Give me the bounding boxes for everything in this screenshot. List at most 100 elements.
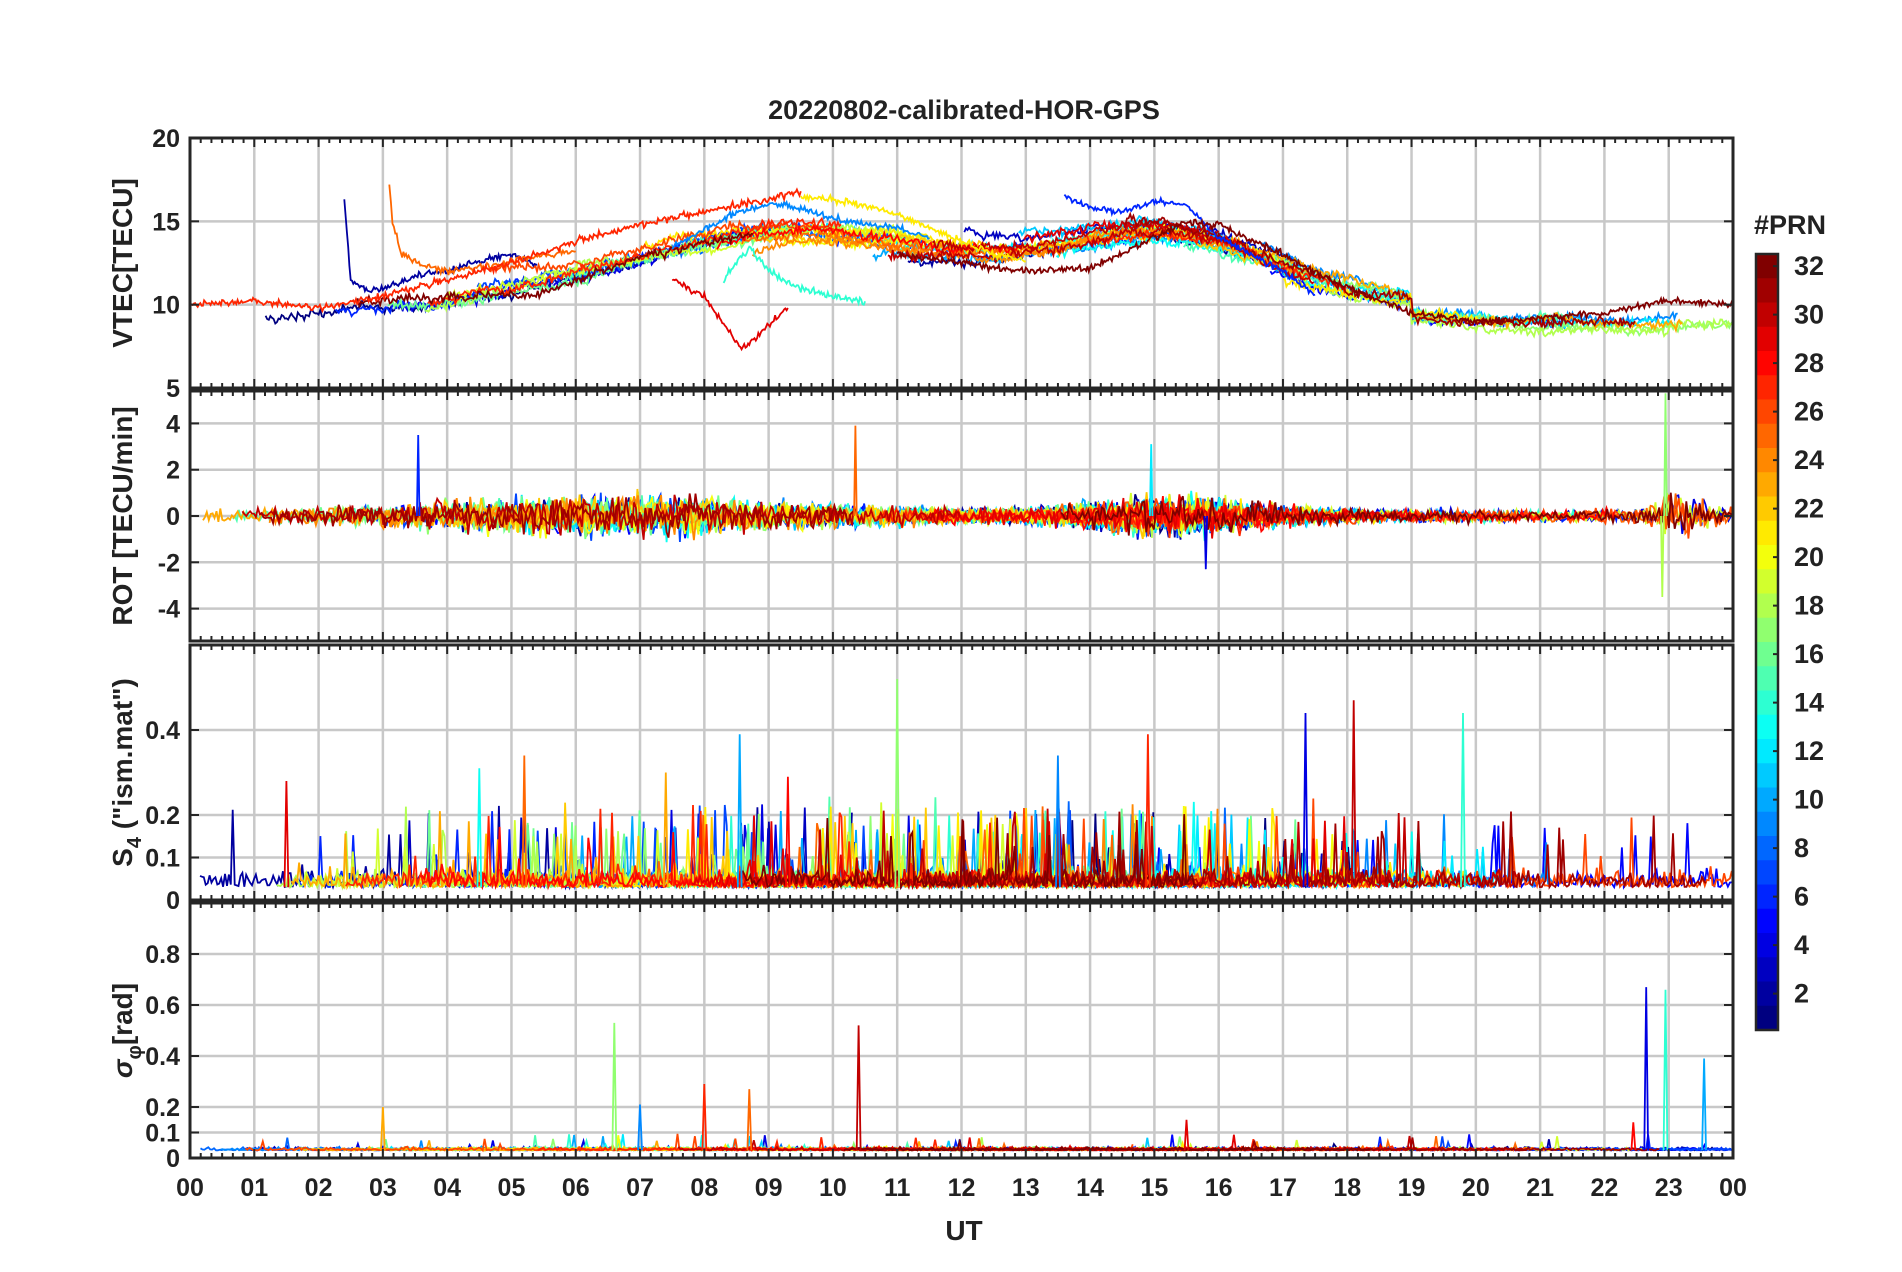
colorbar-tick-label: 2 (1794, 979, 1809, 1009)
series-prn-31 (1124, 211, 1636, 330)
y-tick-label: 0.4 (145, 717, 180, 745)
series-prn-23 (290, 811, 624, 891)
y-tick-label: 10 (152, 292, 180, 320)
y-tick-label: 0.4 (145, 1043, 180, 1071)
series-prn-17 (611, 1022, 618, 1151)
series-prn-10 (1701, 1058, 1707, 1151)
y-tick-label: 20 (152, 125, 180, 153)
panel-3: 0 0.1 0.2 0.4S4 ("ism.mat") (107, 643, 1735, 915)
series-prn-13 (1055, 235, 1456, 322)
x-tick-label: 14 (1076, 1174, 1104, 1202)
series-prn-27 (190, 187, 802, 314)
x-tick-label: 06 (562, 1174, 590, 1202)
colorbar-segment (1756, 763, 1778, 789)
series-prn-28 (420, 826, 776, 891)
colorbar-border (1754, 252, 1780, 1032)
y-tick-label: 0 (166, 887, 180, 915)
series-prn-30 (1350, 700, 1357, 888)
colorbar-tick-label: 4 (1794, 930, 1809, 960)
y-tick-label: 0.2 (145, 802, 180, 830)
x-tick-label: 21 (1526, 1174, 1554, 1202)
x-tick-label: 17 (1269, 1174, 1297, 1202)
series-prn-29 (283, 780, 290, 888)
series-prn-4 (1643, 987, 1649, 1151)
colorbar-segment (1756, 957, 1778, 983)
colorbar-segment (1756, 472, 1778, 498)
y-tick-label: 4 (166, 410, 180, 438)
x-ticks (189, 391, 1734, 641)
y-tick-label: 2 (166, 457, 180, 485)
series-prn-28 (1630, 1122, 1637, 1151)
series-prn-25 (746, 1089, 753, 1151)
colorbar-segment (1756, 908, 1778, 934)
series-prn-25 (853, 425, 858, 517)
colorbar-tick-label: 8 (1794, 833, 1809, 863)
colorbar-segment (1756, 739, 1778, 764)
x-tick-label: 15 (1140, 1174, 1168, 1202)
x-ticks (189, 138, 1734, 388)
x-tick-label: 16 (1205, 1174, 1233, 1202)
series-prn-12 (1149, 444, 1154, 517)
series-prn-14 (722, 245, 866, 307)
series-prn-21 (800, 192, 1026, 263)
colorbar-tick-label: 22 (1794, 494, 1824, 524)
colorbar-segment (1756, 278, 1778, 304)
series-prn-14 (1662, 989, 1669, 1151)
colorbar-segment (1756, 593, 1778, 619)
x-tick-label: 10 (819, 1174, 847, 1202)
series-prn-23 (380, 1106, 386, 1151)
grid-lines (190, 903, 1733, 1158)
x-tick-label: 20 (1462, 1174, 1490, 1202)
x-tick-label: 12 (948, 1174, 976, 1202)
series-prn-30 (855, 1025, 862, 1151)
colorbar-segment (1756, 302, 1778, 328)
colorbar-segment (1756, 836, 1778, 861)
x-tick-label: 01 (240, 1174, 268, 1202)
x-tick-label: 00 (1719, 1174, 1747, 1202)
colorbar-tick-label: 18 (1794, 591, 1824, 621)
series-prn-14 (1460, 712, 1466, 888)
series-prn-32 (741, 814, 1197, 891)
series-prn-6 (416, 434, 421, 517)
x-axis-label: UT (945, 1215, 982, 1246)
series-prn-9 (637, 1104, 643, 1151)
colorbar-segment (1756, 351, 1778, 376)
series-prn-21 (1282, 277, 1497, 326)
colorbar-segment (1756, 520, 1778, 546)
series-prn-18 (1660, 515, 1665, 598)
series-prn-30 (887, 223, 1315, 285)
x-tick-label: 08 (690, 1174, 718, 1202)
colorbar: 32 30 28 26 24 22 20 18 16 14 12 10 8 6 4 2 (1754, 251, 1824, 1032)
colorbar-tick-label: 24 (1794, 445, 1824, 475)
colorbar-segment (1756, 375, 1778, 401)
colorbar-segment (1756, 714, 1778, 740)
x-ticks (189, 903, 1734, 1158)
y-tick-label: 0 (166, 1145, 180, 1173)
colorbar-segment (1756, 496, 1778, 522)
y-ticks: 5 10 15 20 (152, 125, 1733, 403)
series-prn-27 (876, 502, 1312, 537)
y-tick-label: 15 (152, 208, 180, 236)
colorbar-segment (1756, 617, 1778, 643)
panel-1: 5 10 15 20 VTEC[TECU] (107, 125, 1735, 403)
colorbar-segment (1756, 981, 1778, 1007)
colorbar-segment (1756, 423, 1778, 449)
x-tick-label: 05 (498, 1174, 526, 1202)
colorbar-segment (1756, 254, 1778, 279)
x-tick-label: 13 (1012, 1174, 1040, 1202)
series-prn-32 (1060, 492, 1733, 536)
series-lines (190, 184, 1733, 352)
y-axis-label: ROT [TECU/min] (107, 406, 138, 625)
colorbar-title: #PRN (1754, 210, 1826, 240)
colorbar-segment (1756, 666, 1778, 692)
colorbar-tick-label: 32 (1794, 251, 1824, 281)
x-tick-label: 00 (176, 1174, 204, 1202)
x-tick-label: 07 (626, 1174, 654, 1202)
x-tick-label: 11 (884, 1174, 911, 1202)
colorbar-segment (1756, 860, 1778, 886)
colorbar-tick-label: 16 (1794, 639, 1824, 669)
colorbar-tick-label: 14 (1794, 688, 1824, 718)
colorbar-segment (1756, 326, 1778, 352)
colorbar-tick-label: 12 (1794, 736, 1824, 766)
